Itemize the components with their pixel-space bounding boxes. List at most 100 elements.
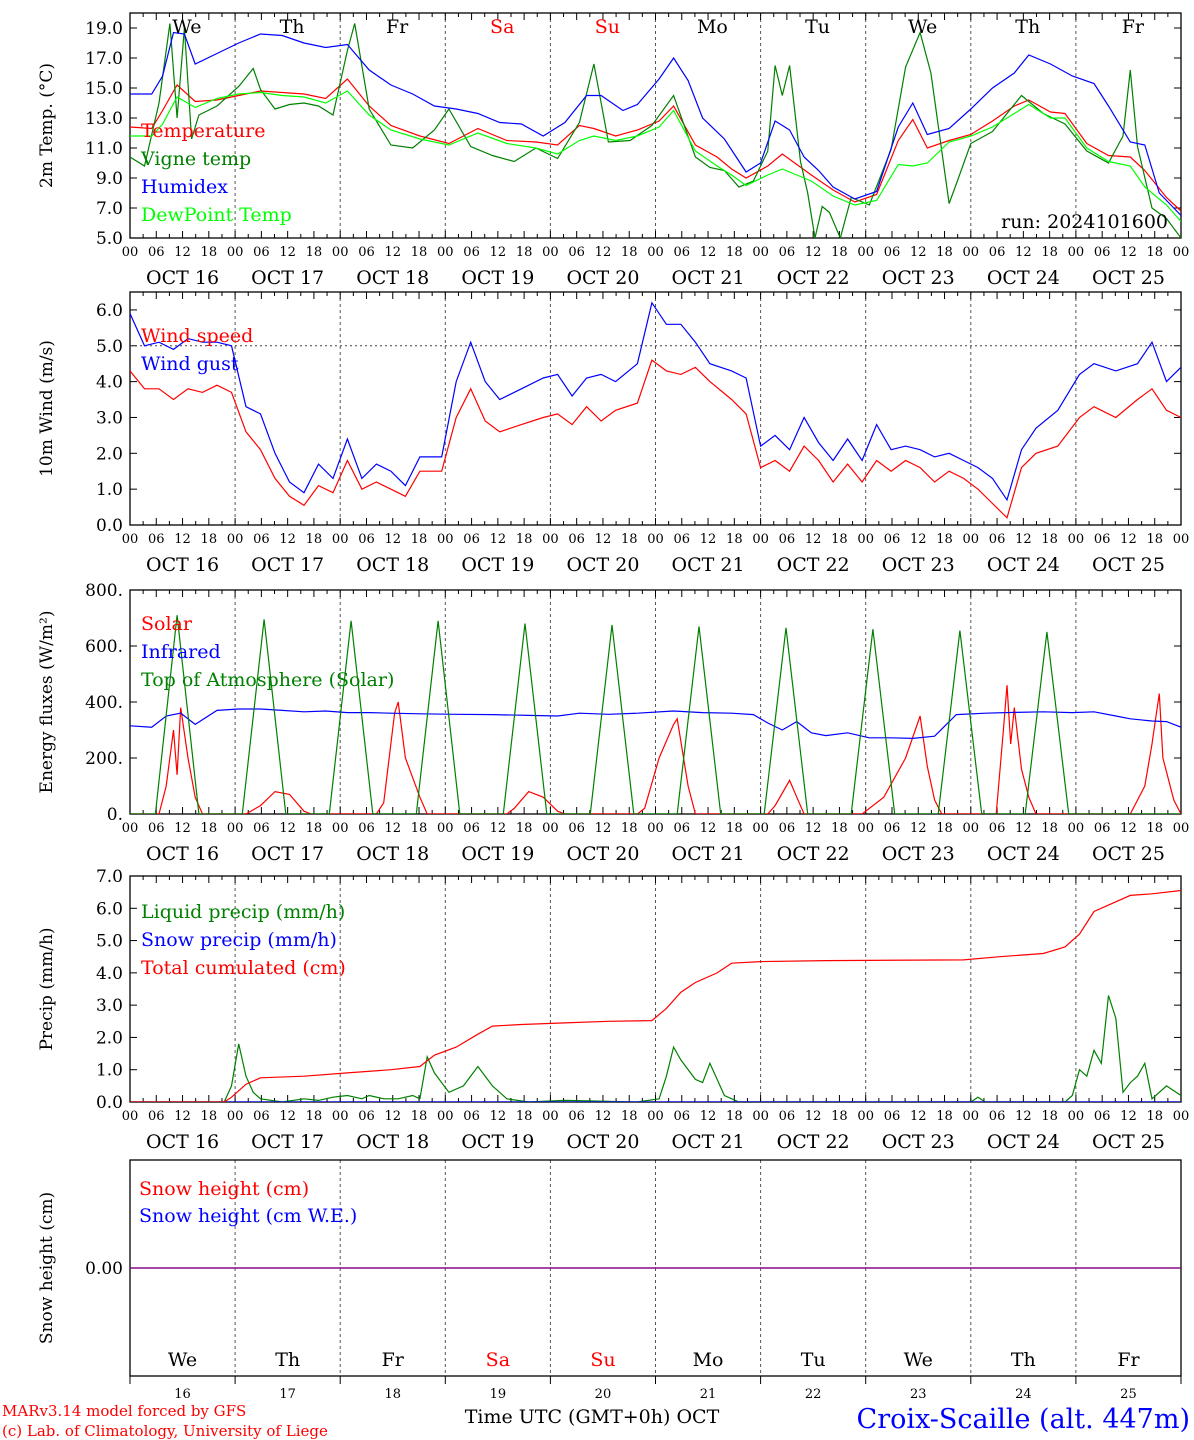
date-label: OCT 24 <box>987 267 1060 289</box>
date-label: OCT 21 <box>672 267 745 289</box>
date-label: OCT 21 <box>672 843 745 865</box>
hour-tick-label: 18 <box>1041 532 1058 547</box>
hour-tick-label: 06 <box>568 532 585 547</box>
hour-tick-label: 06 <box>463 245 480 260</box>
hour-tick-label: 12 <box>910 1109 927 1124</box>
date-label: OCT 23 <box>882 554 955 576</box>
hour-tick-label: 00 <box>227 532 244 547</box>
series-line-wind-speed <box>130 359 1181 519</box>
day-number-label: 24 <box>1015 1387 1032 1402</box>
series-line-top-of-atmosphere-solar- <box>130 615 1181 814</box>
hour-tick-label: 18 <box>936 1109 953 1124</box>
date-label: OCT 21 <box>672 1131 745 1153</box>
y-tick-label: 17.0 <box>85 49 123 69</box>
y-tick-label: 400. <box>85 693 123 713</box>
hour-tick-label: 06 <box>674 1109 691 1124</box>
date-label: OCT 20 <box>566 554 639 576</box>
date-label: OCT 21 <box>672 554 745 576</box>
panel-1: 5.0 7.0 9.0 11.0 13.0 15.0 17.0 19.0 2m Temp. (°… <box>37 12 1182 249</box>
date-label: OCT 23 <box>882 267 955 289</box>
hour-tick-label: 18 <box>201 821 218 836</box>
hour-tick-label: 06 <box>989 821 1006 836</box>
hour-tick-label: 00 <box>647 532 664 547</box>
y-tick-label: 6.0 <box>96 301 123 321</box>
y-tick-label: 6.0 <box>96 899 123 919</box>
hour-tick-label: 00 <box>647 1109 664 1124</box>
hour-tick-label: 00 <box>752 245 769 260</box>
hour-tick-label: 12 <box>1015 245 1032 260</box>
date-label: OCT 22 <box>777 554 850 576</box>
y-tick-label: 2.0 <box>96 444 123 464</box>
hour-tick-label: 00 <box>857 532 874 547</box>
hour-tick-label: 06 <box>1094 532 1111 547</box>
weekday-label-bottom: Mo <box>693 1349 724 1371</box>
y-axis-label: Energy fluxes (W/m²) <box>37 611 57 794</box>
hour-tick-label: 18 <box>1146 821 1163 836</box>
hour-tick-label: 00 <box>437 245 454 260</box>
hour-tick-label: 00 <box>332 532 349 547</box>
y-tick-label: 1.0 <box>96 480 123 500</box>
hour-tick-label: 06 <box>148 532 165 547</box>
y-tick-label: 0.00 <box>85 1259 123 1279</box>
y-tick-label: 5.0 <box>96 932 123 952</box>
hour-tick-label: 12 <box>700 245 717 260</box>
weekday-label-top: Th <box>280 16 305 38</box>
weekday-label-bottom: Th <box>275 1349 300 1371</box>
hour-tick-label: 06 <box>779 532 796 547</box>
hour-tick-label: 12 <box>1015 532 1032 547</box>
weekday-label-top: We <box>172 16 201 38</box>
series-line-dewpoint-temp <box>130 90 1181 222</box>
legend-entry: Snow height (cm) <box>139 1178 309 1200</box>
hour-tick-label: 06 <box>358 1109 375 1124</box>
hour-tick-label: 00 <box>647 821 664 836</box>
hour-tick-label: 18 <box>621 821 638 836</box>
y-tick-label: 3.0 <box>96 408 123 428</box>
hour-tick-label: 12 <box>1120 245 1137 260</box>
hour-tick-label: 00 <box>437 1109 454 1124</box>
weekday-label-top: Fr <box>386 16 409 38</box>
date-label: OCT 16 <box>146 843 219 865</box>
hour-tick-label: 00 <box>437 821 454 836</box>
y-tick-label: 0. <box>107 805 123 825</box>
hour-tick-label: 06 <box>1094 245 1111 260</box>
station-label: Croix-Scaille (alt. 447m) <box>857 1404 1190 1435</box>
hour-tick-label: 18 <box>516 821 533 836</box>
hour-tick-label: 18 <box>201 245 218 260</box>
weekday-label-bottom: Fr <box>1117 1349 1140 1371</box>
hour-tick-label: 00 <box>542 532 559 547</box>
y-tick-label: 4.0 <box>96 373 123 393</box>
hour-tick-label: 12 <box>384 245 401 260</box>
hour-tick-label: 18 <box>1041 245 1058 260</box>
legend-entry: Solar <box>141 613 193 635</box>
day-number-label: 18 <box>384 1387 401 1402</box>
date-label: OCT 20 <box>566 267 639 289</box>
hour-tick-label: 12 <box>384 821 401 836</box>
hour-tick-label: 18 <box>1146 1109 1163 1124</box>
hour-tick-label: 06 <box>674 532 691 547</box>
weekday-label-top: Tu <box>805 16 830 38</box>
date-label: OCT 17 <box>251 267 324 289</box>
y-tick-label: 11.0 <box>85 139 123 159</box>
y-tick-label: 2.0 <box>96 1028 123 1048</box>
weekday-label-bottom: Fr <box>382 1349 405 1371</box>
y-tick-label: 5.0 <box>96 229 123 249</box>
date-label: OCT 17 <box>251 843 324 865</box>
hour-tick-label: 12 <box>700 532 717 547</box>
date-label: OCT 24 <box>987 1131 1060 1153</box>
legend-entry: Wind gust <box>141 353 239 375</box>
hour-tick-label: 18 <box>516 245 533 260</box>
hour-tick-label: 18 <box>726 1109 743 1124</box>
hour-tick-label: 06 <box>463 821 480 836</box>
date-label: OCT 22 <box>777 1131 850 1153</box>
hour-tick-label: 18 <box>726 821 743 836</box>
legend-entry: Vigne temp <box>140 148 251 170</box>
hour-tick-label: 12 <box>1015 1109 1032 1124</box>
hour-tick-label: 18 <box>621 1109 638 1124</box>
hour-tick-label: 00 <box>542 821 559 836</box>
hour-tick-label: 06 <box>779 1109 796 1124</box>
weekday-label-bottom: Su <box>590 1349 615 1371</box>
series-line-infrared <box>130 708 1181 740</box>
hour-tick-label: 12 <box>595 245 612 260</box>
hour-tick-label: 06 <box>568 245 585 260</box>
weekday-label-bottom: Sa <box>486 1349 510 1371</box>
